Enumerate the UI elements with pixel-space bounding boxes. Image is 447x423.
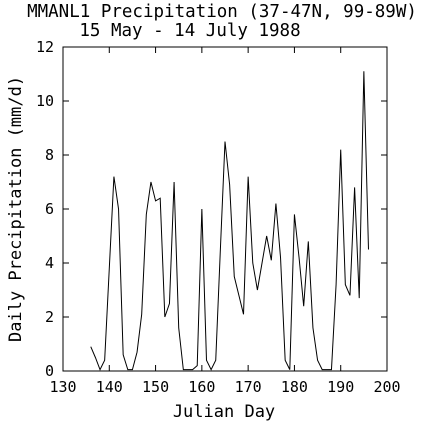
x-tick-label: 160 xyxy=(188,378,215,396)
y-axis: 0 2 4 6 8 10 12 xyxy=(36,38,387,380)
x-tick-label: 200 xyxy=(373,378,400,396)
y-tick-label: 6 xyxy=(45,200,54,218)
y-tick-label: 12 xyxy=(36,38,54,56)
x-tick-label: 170 xyxy=(235,378,262,396)
precipitation-series-line xyxy=(90,71,369,371)
y-tick-label: 0 xyxy=(45,362,54,380)
x-tick-label: 190 xyxy=(327,378,354,396)
x-axis-label: Julian Day xyxy=(173,402,275,422)
y-tick-label: 8 xyxy=(45,146,54,164)
y-tick-label: 4 xyxy=(45,254,54,272)
chart-title: MMANL1 Precipitation (37-47N, 99-89W) xyxy=(27,2,417,22)
x-tick-label: 180 xyxy=(281,378,308,396)
x-tick-label: 150 xyxy=(142,378,169,396)
chart-subtitle: 15 May - 14 July 1988 xyxy=(79,21,300,41)
x-tick-label: 140 xyxy=(96,378,123,396)
y-tick-label: 10 xyxy=(36,92,54,110)
y-axis-label: Daily Precipitation (mm/d) xyxy=(6,76,26,342)
y-tick-label: 2 xyxy=(45,308,54,326)
x-tick-label: 130 xyxy=(49,378,76,396)
x-axis: 130 140 150 160 170 180 190 200 xyxy=(49,47,401,396)
